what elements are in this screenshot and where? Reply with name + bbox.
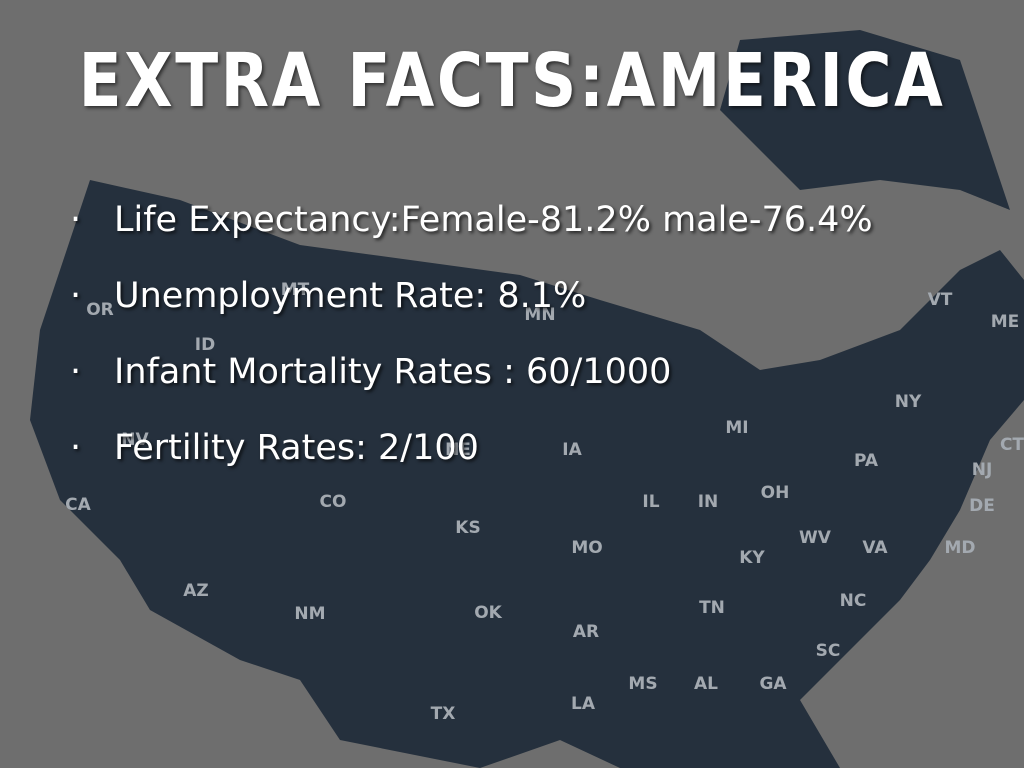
state-label: LA <box>571 694 596 714</box>
state-label: VA <box>862 538 888 558</box>
state-label: AZ <box>183 581 208 601</box>
state-label: GA <box>759 674 787 694</box>
state-label: ME <box>991 312 1020 332</box>
state-label: DE <box>969 496 995 516</box>
bullet: Infant Mortality Rates : 60/1000 <box>70 352 873 428</box>
state-label: NC <box>840 591 867 611</box>
state-label: TN <box>699 598 725 618</box>
state-label: KS <box>455 518 480 538</box>
alaska-map <box>720 30 1010 210</box>
slide-title: EXTRA FACTS:AMERICA <box>78 38 946 124</box>
state-label: VT <box>928 290 953 310</box>
bullet: Unemployment Rate: 8.1% <box>70 276 873 352</box>
state-label: AR <box>573 622 599 642</box>
bullet: Fertility Rates: 2/100 <box>70 428 873 504</box>
state-label: NM <box>294 604 325 624</box>
state-label: AL <box>694 674 718 694</box>
bullet: Life Expectancy:Female-81.2% male-76.4% <box>70 200 873 276</box>
state-label: WV <box>799 528 832 548</box>
state-label: MD <box>944 538 975 558</box>
state-label: MO <box>571 538 602 558</box>
bullet-list: Life Expectancy:Female-81.2% male-76.4%U… <box>70 200 873 504</box>
state-label: OK <box>474 603 502 623</box>
state-label: TX <box>431 704 456 724</box>
state-label: CT <box>1000 435 1024 455</box>
state-label: NY <box>895 392 922 412</box>
state-label: MS <box>628 674 657 694</box>
state-label: KY <box>739 548 765 568</box>
state-label: NJ <box>972 460 993 480</box>
state-label: SC <box>816 641 841 661</box>
